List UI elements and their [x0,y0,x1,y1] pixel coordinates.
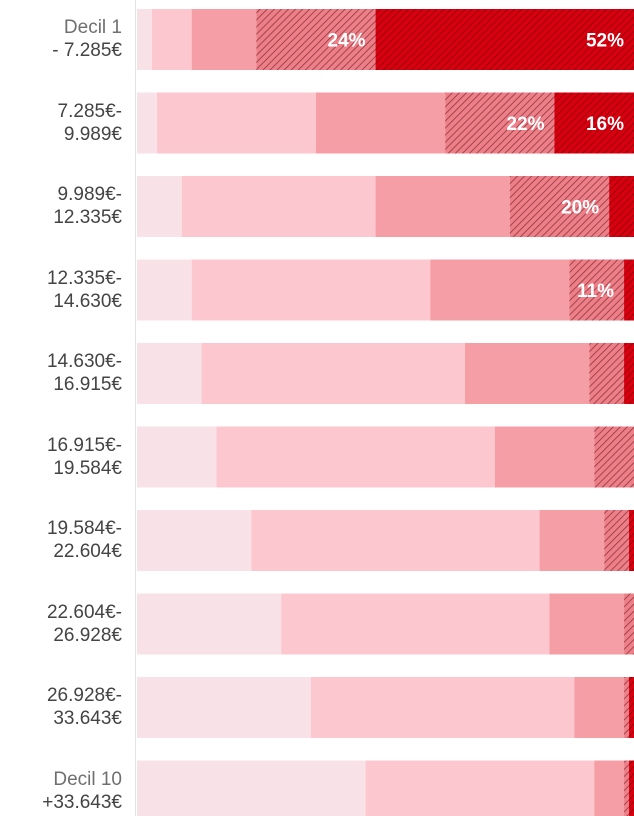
bar-segment-hatch [629,760,634,816]
category-label-line-1: 12.335€- [46,267,122,289]
bar-segment-hatch [554,92,634,154]
bar-segment [281,593,550,655]
bar-segment [156,92,316,154]
category-label: 12.335€- 14.630€ [0,267,122,313]
category-label-line-2: +33.643€ [42,791,122,813]
category-label: Decil 10 +33.643€ [0,768,122,814]
bar-segment-hatch [256,9,376,70]
bar-segment [251,510,540,571]
category-label-line-2: 12.335€ [53,207,122,228]
category-label: Decil 1- 7.285€ [0,16,122,62]
bar-segment-hatch [445,92,555,154]
category-label: 26.928€- 33.643€ [0,684,122,730]
bar-segment [494,426,595,488]
category-label-line-2: - 7.285€ [52,40,122,61]
bar-segment-hatch [604,510,630,571]
bar-segment-hatch [594,426,634,488]
category-label: 14.630€- 16.915€ [0,350,122,396]
bar-segment [430,259,570,321]
category-label-line-1: 26.928€- [46,685,122,706]
category-label: 9.989€- 12.335€ [0,183,122,229]
bar-segment-hatch [624,760,630,816]
bar-segment [137,510,252,571]
bar-segment [151,9,192,70]
bar-segment-hatch [629,677,634,738]
bar-segment [137,343,202,404]
data-label: 16% [586,114,624,135]
category-label-line-1: 22.604€- [46,601,122,623]
bar-segment [201,343,466,404]
bar-segment-hatch [589,343,625,404]
category-label-line-1: 14.630€- [46,351,122,372]
bar-segment-hatch [624,677,630,738]
bar-segment [137,259,192,321]
category-label-line-2: 9.989€ [63,123,122,145]
bar-segment [310,677,575,738]
bar-segment [375,176,510,237]
bar-segment-hatch [609,176,634,237]
category-label-line-1: 16.915€- [46,434,122,456]
data-labels: 24% 52% 22% 16% 20% 11% [328,31,625,303]
bar-segment [549,593,625,655]
bar-segment [137,176,182,237]
category-label: 16.915€- 19.584€ [0,434,122,480]
category-label: 19.584€- 22.604€ [0,517,122,563]
bar-segment-hatch [624,259,634,321]
bar-segment [191,259,431,321]
bar-segment [137,760,366,816]
category-label-line-1: 9.989€- [57,184,122,205]
bar-segment [574,677,625,738]
bar-segment [137,593,282,655]
category-label-line-2: 26.928€ [53,624,122,646]
bar-segment-hatch [569,259,625,321]
bar-segment [465,343,590,404]
bar-segment-hatch [624,343,634,404]
bar-segment [539,510,605,571]
data-label: 22% [506,114,544,135]
category-label-line-1: Decil 1 [63,17,122,38]
category-label-line-1: Decil 10 [53,768,122,790]
bar-segment [216,426,495,488]
bar-segment-hatch [629,510,634,571]
bar-segment [191,9,257,70]
bar-segment [181,176,376,237]
category-label-line-2: 14.630€ [53,290,122,312]
bar-segment [137,426,217,488]
data-label: 52% [586,31,624,52]
category-label-line-2: 33.643€ [53,708,122,729]
data-label: 20% [561,198,599,219]
category-label-line-2: 22.604€ [53,541,122,562]
category-axis-line [135,0,136,816]
data-label: 11% [577,281,614,302]
category-label-line-2: 19.584€ [53,457,122,479]
bar-segment-hatch [375,9,634,70]
bar-segment [365,760,595,816]
category-label-line-1: 7.285€- [57,100,122,122]
bar-segment [137,9,152,70]
bar-segment-hatch [624,593,634,655]
bar-segments [137,9,634,816]
category-label-line-1: 19.584€- [46,518,122,539]
bar-segment [137,677,311,738]
category-label: 22.604€- 26.928€ [0,601,122,647]
data-label: 24% [328,31,366,52]
category-label-line-2: 16.915€ [53,374,122,395]
category-label: 7.285€- 9.989€ [0,100,122,146]
bar-segment [594,760,625,816]
bar-segment [137,92,157,154]
bar-segment-hatch [509,176,610,237]
bar-segment [315,92,446,154]
